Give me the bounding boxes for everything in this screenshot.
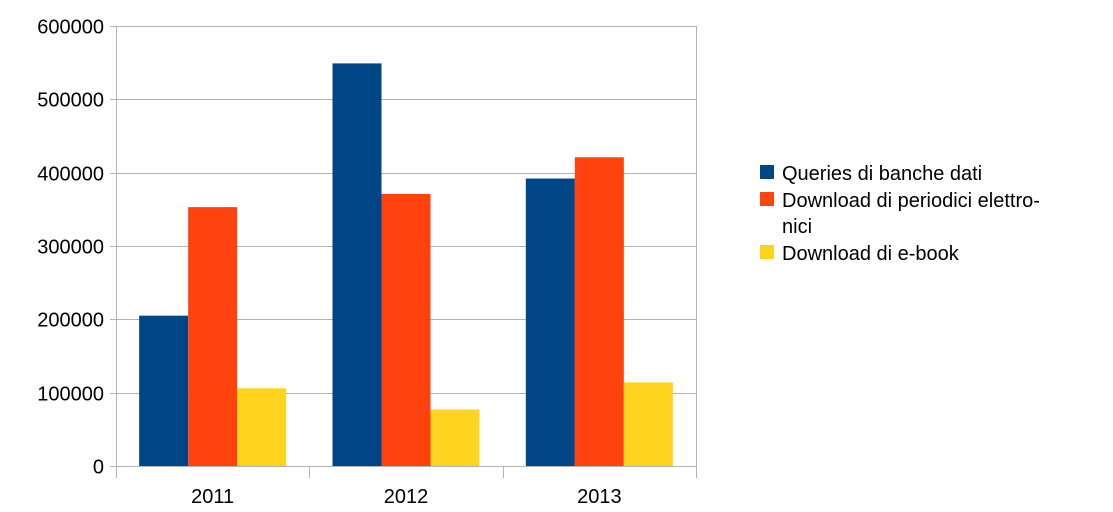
bar-2012-series-2 bbox=[381, 193, 431, 466]
legend-item: Download di periodici elettro-nici bbox=[760, 190, 1040, 238]
legend-swatch bbox=[760, 192, 774, 206]
bar-2011-series-3 bbox=[237, 388, 287, 466]
x-tick-label: 2011 bbox=[191, 486, 234, 508]
y-tick-label: 0 bbox=[93, 457, 104, 479]
bar-2013-series-2 bbox=[574, 157, 624, 466]
bars bbox=[139, 63, 673, 467]
legend-item: Download di e-book bbox=[760, 243, 960, 265]
y-tick-label: 100000 bbox=[37, 384, 104, 406]
y-tick-labels: 0 100000 200000 300000 400000 500000 600000 bbox=[37, 17, 104, 479]
legend-label: Queries di banche dati bbox=[782, 163, 982, 185]
x-tick-labels: 2011 2012 2013 bbox=[191, 486, 621, 508]
legend-label: Download di e-book bbox=[782, 243, 960, 265]
y-tick-label: 400000 bbox=[37, 164, 104, 186]
y-tick-label: 500000 bbox=[37, 90, 104, 112]
legend-swatch bbox=[760, 245, 774, 259]
y-tick-label: 200000 bbox=[37, 310, 104, 332]
bar-2013-series-1 bbox=[525, 178, 575, 467]
legend-swatch bbox=[760, 165, 774, 179]
bar-2012-series-1 bbox=[332, 63, 382, 467]
bar-2011-series-2 bbox=[188, 207, 238, 466]
bar-2012-series-3 bbox=[430, 409, 480, 466]
legend: Queries di banche dati Download di period… bbox=[760, 163, 1040, 265]
x-tick-label: 2013 bbox=[577, 486, 622, 508]
y-tick-label: 600000 bbox=[37, 17, 104, 39]
bar-2011-series-1 bbox=[139, 315, 189, 466]
axes bbox=[110, 26, 697, 478]
legend-label: Download di periodici elettro- bbox=[782, 190, 1040, 212]
bar-2013-series-3 bbox=[623, 382, 673, 466]
legend-item: Queries di banche dati bbox=[760, 163, 982, 185]
x-tick-label: 2012 bbox=[384, 486, 429, 508]
y-tick-label: 300000 bbox=[37, 237, 104, 259]
legend-label: nici bbox=[782, 216, 812, 238]
